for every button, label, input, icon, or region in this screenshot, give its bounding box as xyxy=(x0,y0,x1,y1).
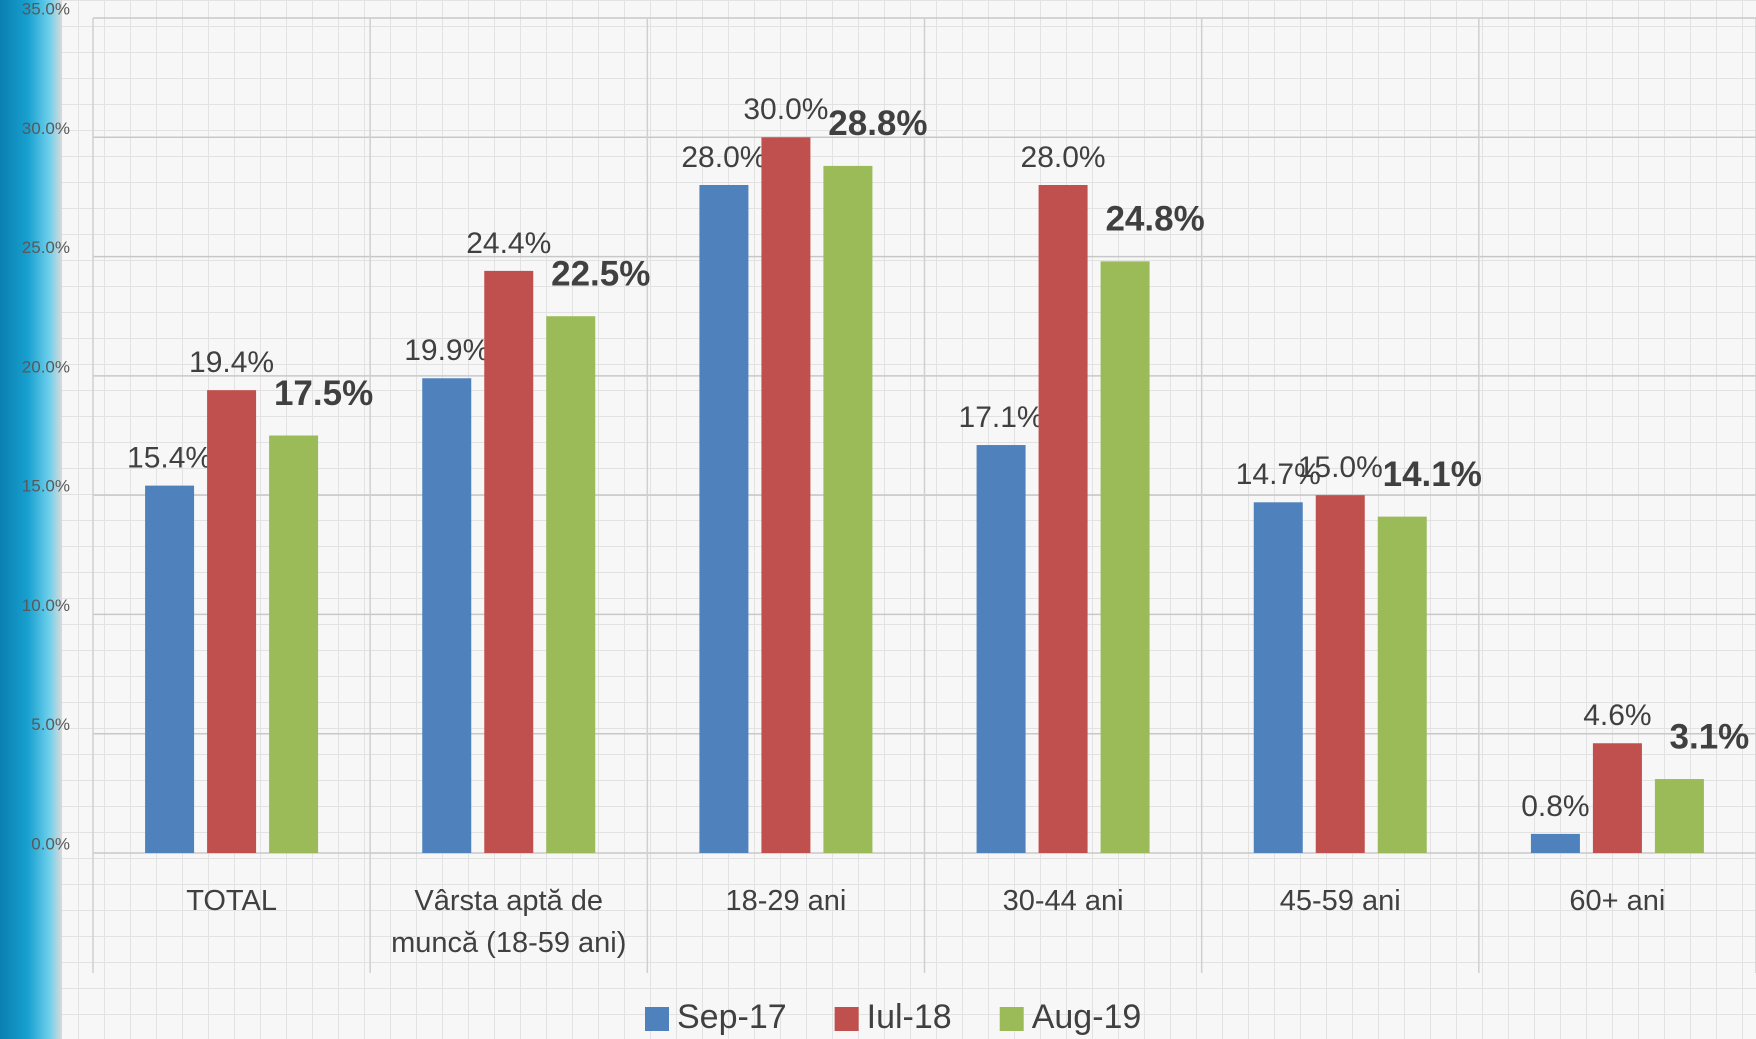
bar xyxy=(1593,743,1642,853)
legend-swatch xyxy=(645,1007,669,1031)
bar xyxy=(1531,834,1580,853)
x-tick-label-box: 18-29 ani xyxy=(657,880,914,990)
bar xyxy=(1254,502,1303,853)
x-tick-label-box: Vârsta aptă de muncă (18-59 ani) xyxy=(380,880,637,990)
data-label: 14.1% xyxy=(1383,455,1482,494)
bar xyxy=(1378,517,1427,853)
x-tick-label: 18-29 ani xyxy=(657,880,914,922)
data-label: 4.6% xyxy=(1583,699,1651,732)
x-tick-label: Vârsta aptă de muncă (18-59 ani) xyxy=(380,880,637,964)
data-label: 17.5% xyxy=(274,374,373,413)
legend-label: Aug-19 xyxy=(1032,998,1142,1036)
data-label: 17.1% xyxy=(959,401,1044,434)
x-tick-label-box: 60+ ani xyxy=(1489,880,1746,990)
bar xyxy=(207,390,256,853)
x-tick-label: TOTAL xyxy=(103,880,360,922)
x-tick-label: 45-59 ani xyxy=(1212,880,1469,922)
y-tick-label: 35.0% xyxy=(22,0,70,18)
chart: 0.0% 5.0% 10.0% 15.0% 20.0% 25.0% 30.0% 35.0% TO… xyxy=(0,0,1756,1039)
legend-swatch xyxy=(1000,1007,1024,1031)
legend-label: Sep-17 xyxy=(677,998,787,1036)
bar xyxy=(546,316,595,853)
bar xyxy=(1655,779,1704,853)
data-label: 24.8% xyxy=(1105,200,1204,239)
data-label: 22.5% xyxy=(551,254,650,293)
y-tick-label: 20.0% xyxy=(22,357,70,376)
bar xyxy=(977,445,1026,853)
bar xyxy=(823,166,872,853)
y-tick-label: 5.0% xyxy=(31,715,70,734)
data-label: 28.8% xyxy=(828,104,927,143)
x-tick-label: 60+ ani xyxy=(1489,880,1746,922)
y-tick-label: 25.0% xyxy=(22,238,70,257)
bar xyxy=(1039,185,1088,853)
bar xyxy=(1101,261,1150,853)
data-label: 0.8% xyxy=(1521,790,1589,823)
data-label: 15.4% xyxy=(127,442,212,475)
y-tick-label: 0.0% xyxy=(31,834,70,853)
bar xyxy=(269,436,318,854)
bar xyxy=(1316,495,1365,853)
bar xyxy=(761,137,810,853)
x-tick-label-box: 30-44 ani xyxy=(935,880,1192,990)
bar xyxy=(422,378,471,853)
y-tick-label: 30.0% xyxy=(22,119,70,138)
x-tick-label-box: TOTAL xyxy=(103,880,360,990)
data-label: 28.0% xyxy=(1021,141,1106,174)
data-label: 28.0% xyxy=(681,141,766,174)
data-label: 30.0% xyxy=(743,93,828,126)
legend-label: Iul-18 xyxy=(867,998,952,1036)
bar xyxy=(145,486,194,853)
legend-swatch xyxy=(835,1007,859,1031)
data-label: 19.9% xyxy=(404,334,489,367)
x-tick-label: 30-44 ani xyxy=(935,880,1192,922)
data-label: 3.1% xyxy=(1670,717,1750,756)
data-label: 24.4% xyxy=(466,227,551,260)
y-tick-label: 10.0% xyxy=(22,596,70,615)
x-tick-label-box: 45-59 ani xyxy=(1212,880,1469,990)
page: 0.0% 5.0% 10.0% 15.0% 20.0% 25.0% 30.0% 35.0% TO… xyxy=(0,0,1756,1039)
y-tick-label: 15.0% xyxy=(22,477,70,496)
bar xyxy=(484,271,533,853)
bar xyxy=(699,185,748,853)
data-label: 15.0% xyxy=(1298,451,1383,484)
data-label: 19.4% xyxy=(189,346,274,379)
